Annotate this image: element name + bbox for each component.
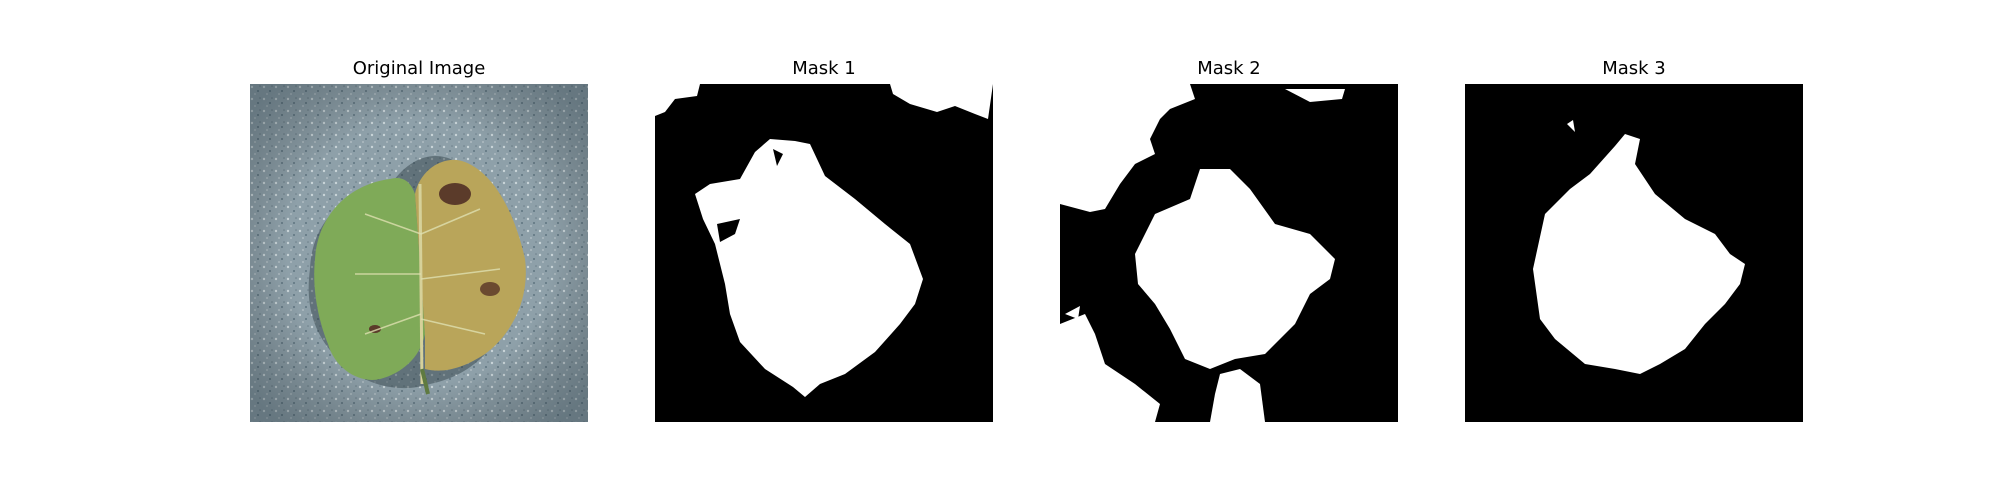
mask-3-image	[1465, 84, 1803, 422]
panel-title-original: Original Image	[352, 58, 486, 79]
mask-2	[1060, 84, 1398, 422]
mask-3	[1465, 84, 1803, 422]
mask-1	[655, 84, 993, 422]
panel-title-mask-2: Mask 2	[1197, 58, 1261, 79]
original-image	[250, 84, 588, 422]
panel-title-mask-1: Mask 1	[792, 58, 856, 79]
mask-1-image	[655, 84, 993, 422]
mask-2-image	[1060, 84, 1398, 422]
panel-title-mask-3: Mask 3	[1602, 58, 1666, 79]
leaf-photo	[250, 84, 588, 422]
